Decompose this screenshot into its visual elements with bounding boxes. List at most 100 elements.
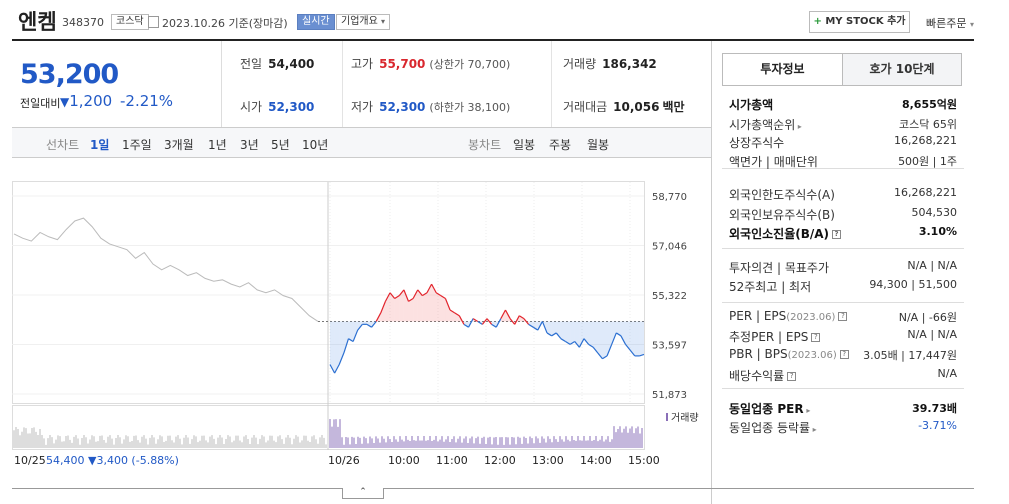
down-triangle-icon: ▼ (60, 95, 70, 109)
today-line-segment (532, 326, 539, 331)
today-area-segment (593, 321, 598, 354)
today-area-segment (380, 301, 386, 322)
today-line-segment (541, 321, 548, 334)
today-area-segment (565, 321, 571, 345)
today-area-segment (408, 298, 414, 322)
intraday-chart[interactable]: 58,770 57,046 55,322 53,597 51,873 10/26 10:00… (12, 158, 711, 488)
chevron-down-icon: ▾ (969, 20, 974, 29)
sidebar-row-label: PBR | BPS(2023.06)? (729, 347, 849, 361)
today-line-segment (426, 283, 433, 294)
tab-quote-10[interactable]: 호가 10단계 (842, 54, 961, 85)
today-area-segment (611, 321, 617, 345)
help-icon[interactable]: ? (787, 372, 797, 381)
today-area-segment (394, 295, 400, 322)
section-divider (722, 388, 964, 389)
today-line-segment (615, 332, 622, 337)
calendar-icon (148, 16, 159, 28)
today-line-segment (348, 338, 354, 343)
sidebar-row-value: N/A | N/A (907, 328, 957, 341)
help-icon[interactable]: ? (811, 333, 821, 342)
realtime-badge[interactable]: 실시간 (297, 14, 335, 30)
period-3m[interactable]: 3개월 (164, 138, 194, 152)
period-3y[interactable]: 3년 (240, 138, 259, 152)
y-tick-label: 58,770 (652, 192, 687, 203)
x-tick-label: 14:00 (580, 454, 612, 467)
prev-day-label: 10/25 (14, 454, 46, 467)
help-icon[interactable]: ? (832, 230, 842, 239)
sidebar-row-label: 배당수익률? (729, 367, 797, 384)
chevron-right-icon: ▸ (803, 406, 811, 415)
today-line-segment (602, 355, 608, 360)
today-area-segment (399, 289, 404, 322)
today-line-segment (569, 341, 576, 345)
today-area-segment (630, 321, 635, 356)
sidebar-row: 투자의견 | 목표주가 N/A | N/A (729, 259, 957, 275)
today-area-segment (450, 309, 455, 322)
help-icon[interactable]: ? (838, 312, 848, 321)
tab-invest-info[interactable]: 투자정보 (723, 54, 842, 85)
sidebar-row: 상장주식수 16,268,221 (729, 134, 957, 150)
period-1y[interactable]: 1년 (208, 138, 227, 152)
panel-divider (711, 41, 712, 504)
today-line-segment (565, 341, 571, 345)
plus-icon: + (813, 16, 822, 27)
today-line-segment (398, 289, 405, 296)
sidebar-row: 시가총액 8,655억원 (729, 96, 957, 112)
today-area-segment (422, 292, 427, 322)
today-area-segment (634, 321, 640, 356)
collapse-button[interactable]: ⌃ (342, 488, 384, 499)
x-tick-label: 13:00 (532, 454, 564, 467)
open-price: 시가 52,300 (240, 100, 315, 114)
today-area-segment (639, 321, 644, 356)
today-area-segment (353, 321, 358, 342)
today-area-segment (570, 321, 575, 345)
price-chart-svg: 58,770 57,046 55,322 53,597 51,873 10/26 10:00… (12, 181, 699, 467)
today-line-segment (371, 321, 377, 328)
x-tick-label: 10/26 (328, 454, 360, 467)
sidebar-row-value: 16,268,221 (894, 134, 957, 147)
today-line-segment (504, 309, 511, 319)
header-divider (12, 39, 974, 41)
today-line-segment (389, 292, 396, 299)
base-date: 2023.10.26 기준(장마감) (162, 17, 288, 30)
today-area-segment (348, 321, 354, 342)
today-line-segment (463, 323, 469, 328)
company-overview-dropdown[interactable]: 기업개요 ▾ (336, 14, 391, 30)
today-area-segment (343, 321, 349, 354)
x-tick-label: 10:00 (388, 454, 420, 467)
today-line-segment (435, 292, 442, 297)
today-area-segment (533, 321, 538, 331)
period-10y[interactable]: 10년 (302, 138, 329, 152)
period-5y[interactable]: 5년 (271, 138, 290, 152)
today-line-segment (380, 301, 386, 314)
period-1w[interactable]: 1주일 (122, 138, 152, 152)
candle-daily[interactable]: 일봉 (513, 138, 536, 152)
candle-weekly[interactable]: 주봉 (549, 138, 572, 152)
today-line-segment (417, 289, 423, 296)
today-line-segment (620, 335, 627, 345)
today-line-segment (366, 323, 372, 328)
sidebar-row-label: 외국인소진율(B/A)? (729, 225, 842, 242)
candle-monthly[interactable]: 월봉 (587, 138, 610, 152)
section-divider (722, 248, 964, 249)
line-chart-label: 선차트 (46, 138, 80, 152)
sidebar-row-value: 504,530 (911, 206, 958, 219)
today-line-segment (334, 364, 340, 374)
today-line-segment (528, 323, 534, 328)
help-icon[interactable]: ? (839, 350, 849, 359)
section-divider (722, 302, 964, 303)
today-line-segment (440, 295, 446, 299)
today-line-segment (454, 312, 460, 317)
sidebar-row: 배당수익률? N/A (729, 367, 957, 383)
today-line-segment (495, 318, 502, 328)
mystock-add-button[interactable]: + MY STOCK 추가 (809, 11, 910, 33)
chevron-down-icon: ▾ (381, 17, 386, 26)
y-tick-label: 53,597 (652, 341, 687, 352)
period-1d[interactable]: 1일 (90, 138, 110, 152)
current-price: 53,200 (20, 59, 119, 90)
today-area-segment (390, 292, 395, 322)
prev-day-series (13, 217, 319, 322)
today-line-segment (592, 346, 599, 354)
quick-order-dropdown[interactable]: 빠른주문 ▾ (926, 15, 974, 31)
today-area-segment (463, 321, 469, 328)
